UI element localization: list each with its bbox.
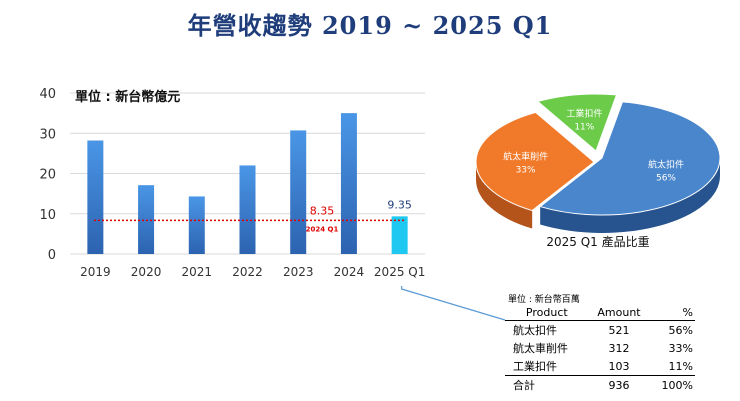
pie-slice-label: 工業扣件	[566, 107, 602, 119]
pie-slice-3	[536, 93, 618, 152]
page-title: 年營收趨勢 2019 ~ 2025 Q1	[187, 11, 553, 40]
table-unit-label: 單位 : 新台幣百萬	[508, 295, 580, 305]
table-cell-percent: 56%	[668, 323, 693, 337]
pie-slice-percent: 33%	[516, 165, 536, 175]
bar-2019	[87, 140, 104, 254]
bar-2020	[138, 185, 155, 254]
x-tick-label: 2023	[283, 265, 314, 279]
table-total-label: 合計	[513, 379, 535, 392]
y-tick-label: 20	[39, 168, 56, 183]
data-label-2025-q1: 9.35	[387, 198, 412, 211]
table-cell-amount: 312	[608, 341, 630, 355]
y-tick-label: 10	[39, 208, 56, 223]
table-row: 工業扣件 103 11%	[505, 357, 695, 376]
pie-slice-side-2	[476, 162, 533, 229]
table-header-percent: %	[649, 305, 695, 321]
pie-slice-side-1	[540, 158, 720, 233]
table-cell-percent: 11%	[649, 357, 695, 376]
table-cell-product: 航太車削件	[513, 342, 568, 355]
table-total-amount: 936	[608, 378, 630, 392]
bar-2023	[290, 130, 307, 254]
table-total-row: 合計 936 100%	[505, 376, 695, 395]
table-header-product: Product	[505, 305, 589, 321]
pie-slice-1	[539, 101, 721, 216]
pie-title: 2025 Q1 產品比重	[546, 234, 649, 249]
x-tick-label: 2019	[80, 265, 111, 279]
bar-2021	[188, 196, 205, 254]
table-cell-percent: 33%	[668, 341, 693, 355]
pie-slice-percent: 11%	[574, 122, 594, 132]
product-amount-table: Product Amount % 航太扣件 521 56% 航太車削件 312 …	[505, 305, 695, 394]
x-tick-label: 2020	[131, 265, 162, 279]
y-tick-label: 0	[48, 248, 56, 263]
connector-line	[401, 286, 506, 321]
pie-slice-label: 航太扣件	[648, 159, 684, 171]
pie-slice-2	[475, 111, 595, 212]
unit-label: 單位 : 新台幣億元	[75, 89, 180, 105]
table-row: 航太扣件 521 56%	[505, 321, 695, 340]
pie-slice-label: 航太車削件	[503, 150, 548, 162]
table-cell-product: 工業扣件	[505, 357, 589, 376]
bar-2022	[239, 165, 256, 254]
pie-slice-percent: 56%	[656, 174, 676, 184]
bar-2024	[340, 113, 357, 254]
table-row: 航太車削件 312 33%	[505, 339, 695, 357]
bar-2025-q1	[391, 216, 408, 254]
reference-line-sublabel: 2024 Q1	[306, 225, 339, 233]
table-total-percent: 100%	[661, 378, 693, 392]
reference-line-value-label: 8.35	[310, 204, 335, 217]
table-cell-amount: 103	[588, 357, 650, 376]
y-tick-label: 30	[39, 127, 56, 142]
y-tick-label: 40	[39, 87, 56, 102]
x-tick-label: 2024	[334, 265, 365, 279]
table-cell-product: 航太扣件	[513, 324, 557, 337]
x-tick-label: 2022	[232, 265, 263, 279]
x-tick-label: 2025 Q1	[374, 265, 425, 279]
table-cell-amount: 521	[608, 323, 630, 337]
x-tick-label: 2021	[182, 265, 213, 279]
table-header-amount: Amount	[588, 305, 650, 321]
